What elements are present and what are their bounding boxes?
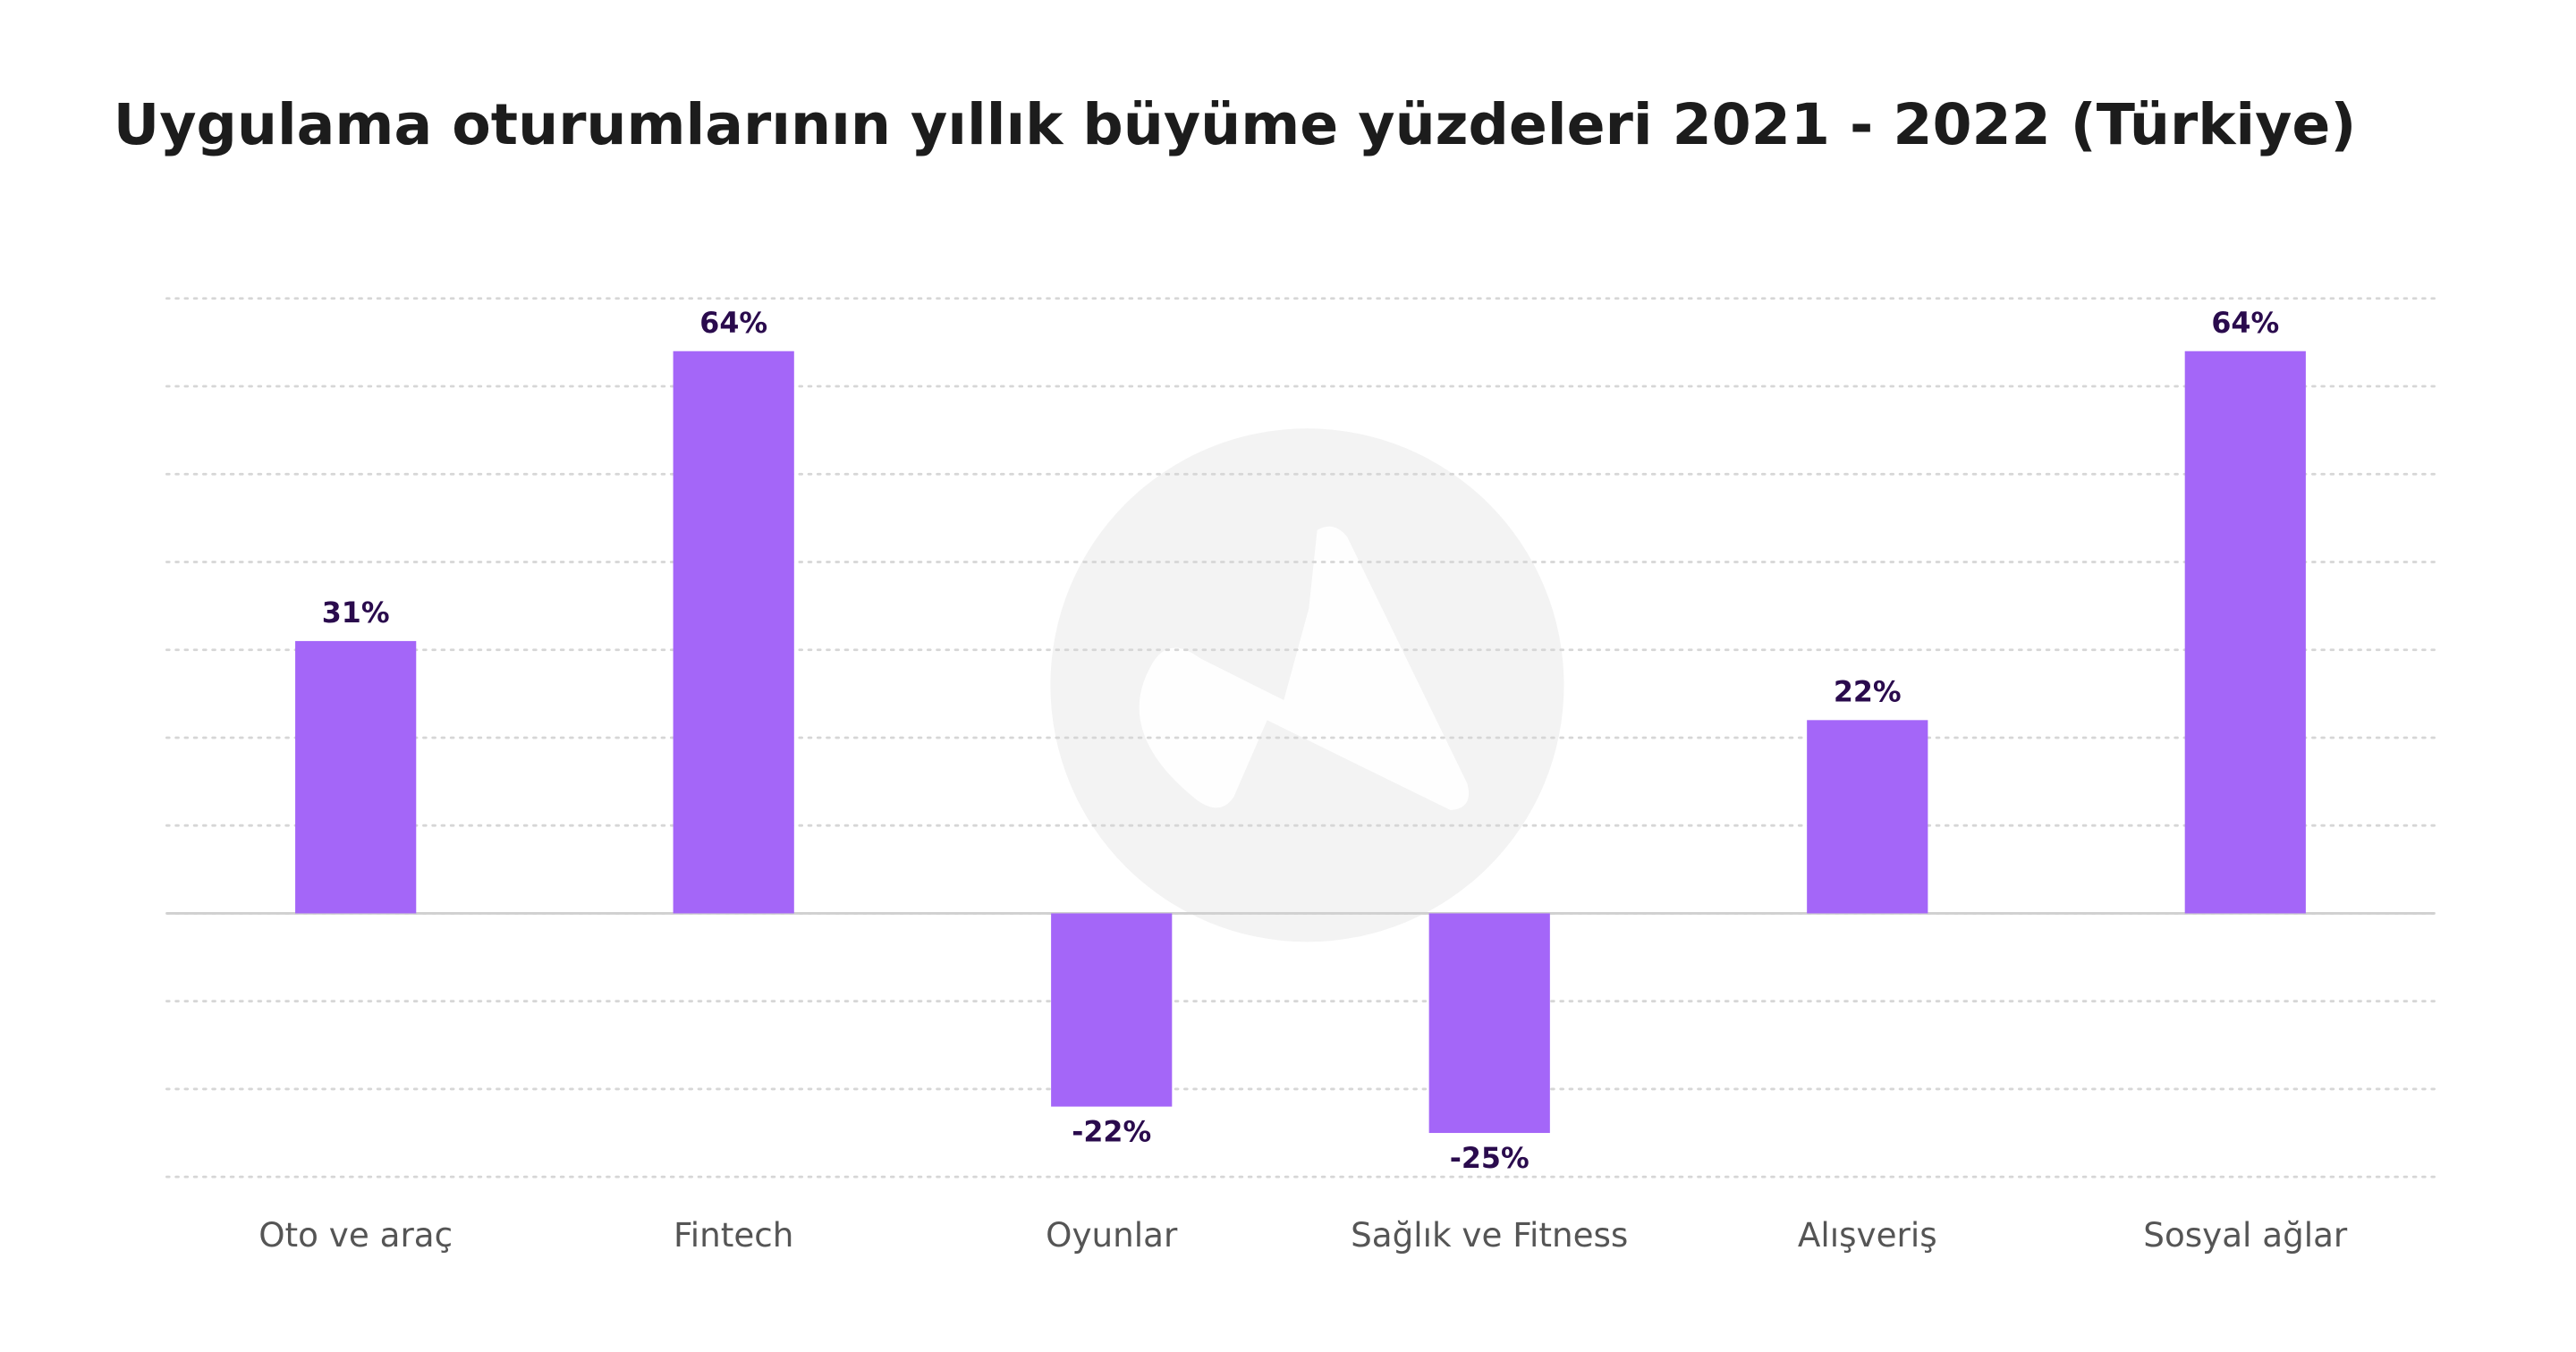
chart-title: Uygulama oturumlarının yıllık büyüme yüz… bbox=[114, 91, 2357, 157]
watermark bbox=[1050, 428, 1564, 942]
bar bbox=[673, 351, 794, 914]
value-label: 22% bbox=[1834, 676, 1902, 708]
value-label: 64% bbox=[699, 308, 767, 340]
x-tick-label: Alışveriş bbox=[1798, 1215, 1937, 1255]
bar bbox=[1428, 913, 1550, 1134]
x-tick-label: Sosyal ağlar bbox=[2143, 1215, 2348, 1255]
x-tick-label: Oyunlar bbox=[1046, 1215, 1178, 1255]
x-tick-label: Fintech bbox=[674, 1215, 793, 1255]
x-tick-label: Oto ve araç bbox=[258, 1215, 453, 1255]
value-label: 31% bbox=[322, 597, 390, 630]
bar bbox=[295, 640, 417, 914]
bar bbox=[1051, 913, 1173, 1107]
bar bbox=[2184, 351, 2306, 914]
value-label: -25% bbox=[1450, 1143, 1530, 1175]
value-label: 64% bbox=[2211, 308, 2279, 340]
x-tick-label: Sağlık ve Fitness bbox=[1351, 1215, 1628, 1255]
bar bbox=[1807, 720, 1928, 914]
value-label: -22% bbox=[1072, 1116, 1151, 1148]
